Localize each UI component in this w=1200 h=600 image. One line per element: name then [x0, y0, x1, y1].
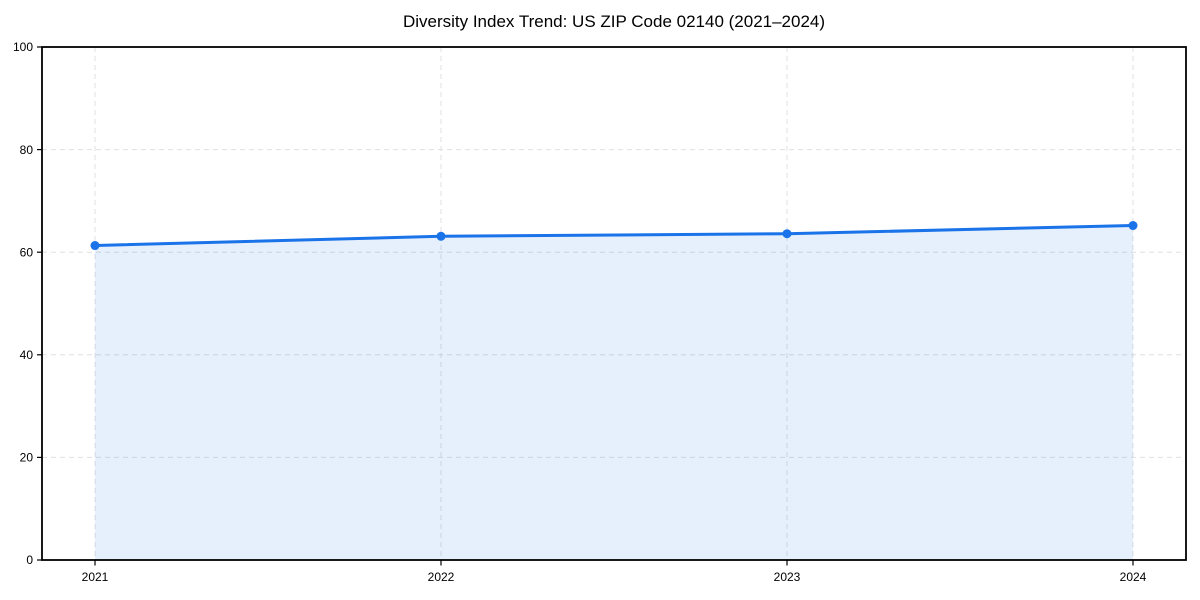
y-axis-tick-label: 40: [20, 348, 34, 362]
y-axis-tick-label: 20: [20, 451, 34, 465]
x-axis-tick-label: 2022: [428, 570, 455, 584]
area-fill: [95, 225, 1133, 561]
y-axis-tick-label: 60: [20, 245, 34, 259]
x-axis-tick-label: 2023: [774, 570, 801, 584]
x-axis-tick-label: 2021: [82, 570, 109, 584]
data-point-marker: [436, 231, 446, 241]
chart-title: Diversity Index Trend: US ZIP Code 02140…: [402, 12, 826, 31]
plot-border: [41, 46, 1187, 561]
x-axis-tick-label: 2024: [1120, 570, 1147, 584]
y-axis-tick-label: 0: [26, 553, 33, 567]
data-point-marker: [782, 229, 792, 239]
data-point-marker: [1128, 221, 1138, 231]
y-axis-tick-label: 80: [20, 143, 34, 157]
trend-line: [93, 224, 1135, 248]
y-axis-tick-label: 100: [13, 40, 33, 54]
data-point-marker: [90, 241, 100, 251]
